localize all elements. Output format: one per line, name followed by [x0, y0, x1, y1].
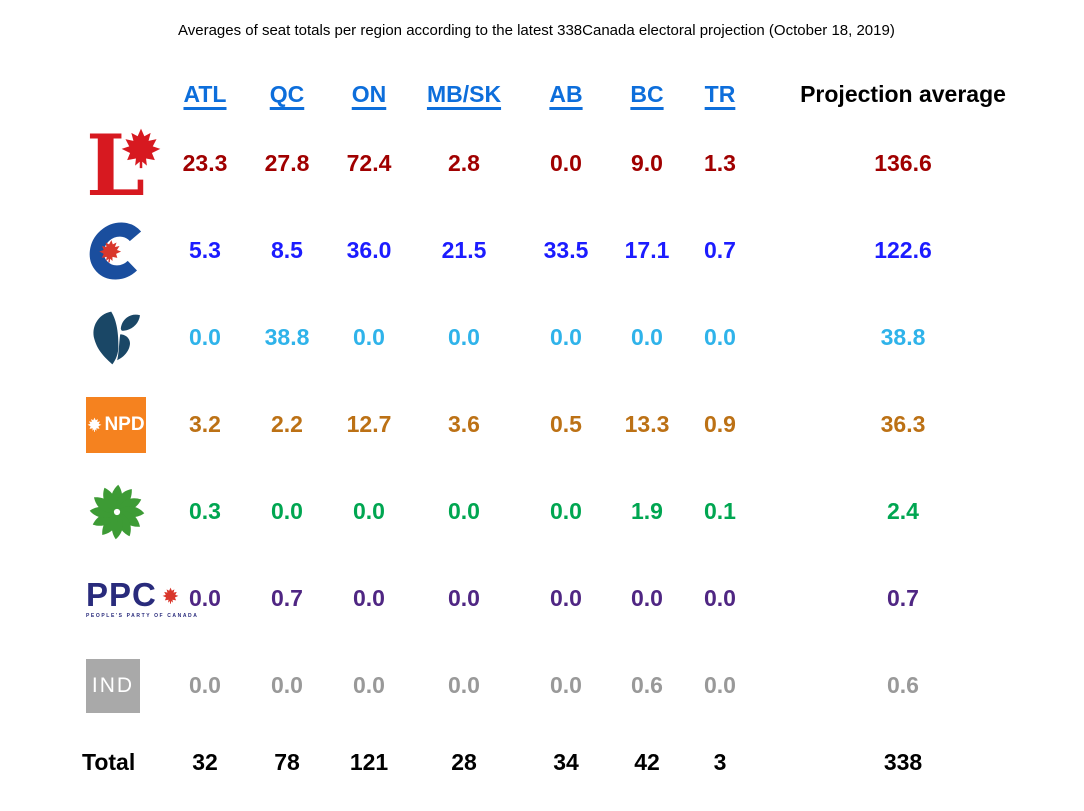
table-row-bloc-logo-cell — [62, 294, 164, 381]
seat-value: 13.3 — [624, 411, 670, 437]
ppc-tagline: PEOPLE'S PARTY OF CANADA — [86, 613, 199, 619]
seat-value: 0.0 — [704, 324, 736, 350]
ppc-logo-text: PPC — [86, 576, 157, 613]
green-party-logo — [89, 484, 145, 539]
ndp-logo-text: NPD — [104, 413, 145, 435]
seat-value: 1.9 — [631, 498, 663, 524]
seat-value: 0.0 — [631, 585, 663, 611]
total-row-label: Total — [82, 748, 136, 775]
seat-value: 0.0 — [550, 498, 582, 524]
total-value: 121 — [349, 748, 389, 775]
independent-logo: IND — [86, 658, 140, 713]
seat-value: 0.7 — [271, 585, 303, 611]
chart-title: Averages of seat totals per region accor… — [178, 22, 895, 39]
table-row-ndp-logo-cell: NPD — [62, 381, 164, 468]
seat-value: 0.3 — [189, 498, 221, 524]
table-row-conservative-logo-cell — [62, 207, 164, 294]
projection-average-value: 2.4 — [887, 498, 919, 524]
maple-leaf-icon — [121, 128, 161, 168]
seat-value: 0.0 — [631, 324, 663, 350]
seat-value: 0.0 — [550, 150, 582, 176]
column-header-tr[interactable]: TR — [704, 80, 736, 107]
seat-value: 33.5 — [543, 237, 589, 263]
projection-average-value: 0.6 — [887, 672, 919, 698]
seat-value: 0.0 — [704, 672, 736, 698]
seat-value: 0.0 — [448, 324, 480, 350]
column-header-on[interactable]: ON — [351, 80, 387, 107]
projection-average-value: 0.7 — [887, 585, 919, 611]
total-projection-value: 338 — [883, 748, 923, 775]
total-value: 32 — [192, 748, 218, 775]
projection-average-value: 36.3 — [880, 411, 926, 437]
seat-value: 72.4 — [346, 150, 392, 176]
seat-value: 36.0 — [346, 237, 392, 263]
seat-value: 0.0 — [704, 585, 736, 611]
projection-average-value: 122.6 — [874, 237, 932, 263]
seat-value: 0.0 — [189, 324, 221, 350]
seat-value: 38.8 — [264, 324, 310, 350]
seat-value: 2.8 — [448, 150, 480, 176]
column-header-ab[interactable]: AB — [549, 80, 583, 107]
column-header-projection-average: Projection average — [800, 80, 1006, 107]
leaf-icon — [120, 314, 140, 331]
seat-value: 0.1 — [704, 498, 736, 524]
seat-value: 3.2 — [189, 411, 221, 437]
flower-icon — [89, 484, 145, 539]
bloc-quebecois-logo — [93, 311, 140, 364]
seat-value: 0.7 — [704, 237, 736, 263]
seat-value: 0.0 — [189, 672, 221, 698]
seat-value: 0.0 — [353, 324, 385, 350]
seat-value: 21.5 — [441, 237, 487, 263]
maple-leaf-icon — [162, 587, 179, 604]
total-value: 78 — [274, 748, 300, 775]
column-header-atl[interactable]: ATL — [183, 80, 227, 107]
seat-value: 5.3 — [189, 237, 221, 263]
seat-value: 27.8 — [264, 150, 310, 176]
ppc-logo: PPC PEOPLE'S PARTY OF CANADA — [86, 576, 199, 620]
seat-value: 0.0 — [271, 672, 303, 698]
seat-value: 0.0 — [550, 324, 582, 350]
table-row-liberal-logo-cell: L — [62, 120, 164, 207]
seat-value: 0.0 — [353, 585, 385, 611]
total-value: 3 — [713, 748, 727, 775]
seat-table: ATL QC ON MB/SK AB BC TR Projection aver… — [62, 68, 1046, 795]
table-row-ppc-logo-cell: PPC PEOPLE'S PARTY OF CANADA — [62, 555, 197, 642]
seat-value: 0.0 — [189, 585, 221, 611]
seat-value: 12.7 — [346, 411, 392, 437]
seat-value: 23.3 — [182, 150, 228, 176]
column-header-mbsk[interactable]: MB/SK — [426, 80, 502, 107]
independent-logo-text: IND — [91, 673, 135, 697]
seat-value: 0.0 — [448, 672, 480, 698]
total-value: 34 — [553, 748, 579, 775]
total-value: 28 — [451, 748, 477, 775]
seat-value: 0.0 — [353, 672, 385, 698]
table-row-green-logo-cell — [62, 468, 164, 555]
seat-value: 0.0 — [550, 585, 582, 611]
column-header-qc[interactable]: QC — [269, 80, 305, 107]
seat-value: 0.6 — [631, 672, 663, 698]
seat-value: 17.1 — [624, 237, 670, 263]
seat-value: 0.0 — [271, 498, 303, 524]
seat-value: 1.3 — [704, 150, 736, 176]
seat-value: 8.5 — [271, 237, 303, 263]
seat-value: 0.0 — [448, 585, 480, 611]
seat-value: 0.0 — [448, 498, 480, 524]
seat-value: 0.9 — [704, 411, 736, 437]
table-row-independent-logo-cell: IND — [62, 642, 164, 729]
seat-value: 9.0 — [631, 150, 663, 176]
column-header-bc[interactable]: BC — [630, 80, 664, 107]
seat-value: 0.5 — [550, 411, 582, 437]
maple-leaf-icon — [88, 417, 102, 432]
liberal-party-logo: L — [86, 123, 164, 207]
conservative-party-logo — [89, 222, 142, 279]
seat-value: 0.0 — [550, 672, 582, 698]
projection-average-value: 38.8 — [880, 324, 926, 350]
seat-value: 3.6 — [448, 411, 480, 437]
total-value: 42 — [634, 748, 660, 775]
seat-value: 2.2 — [271, 411, 303, 437]
projection-average-value: 136.6 — [874, 150, 932, 176]
ndp-logo: NPD — [86, 396, 146, 453]
seat-value: 0.0 — [353, 498, 385, 524]
